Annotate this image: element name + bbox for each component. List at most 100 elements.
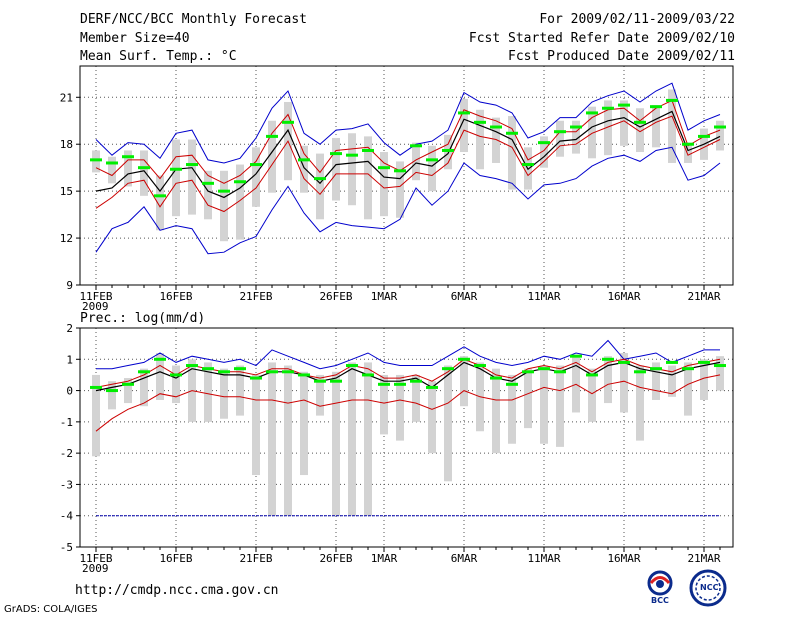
temperature-median-marker <box>570 125 582 129</box>
temperature-box <box>220 170 228 242</box>
precipitation-box <box>316 374 324 416</box>
temperature-median-marker <box>314 177 326 181</box>
temperature-box <box>492 117 500 163</box>
temperature-median-marker <box>458 111 470 115</box>
temperature-xtick-label: 11MAR <box>527 290 560 303</box>
temperature-xtick-label: 1MAR <box>371 290 398 303</box>
precipitation-median-marker <box>554 370 566 374</box>
precipitation-median-marker <box>234 367 246 371</box>
temperature-median-marker <box>490 125 502 129</box>
temperature-xtick-label: 6MAR <box>451 290 478 303</box>
variable-label: Mean Surf. Temp.: °C <box>80 49 237 64</box>
temperature-median-marker <box>522 163 534 167</box>
chart-title: DERF/NCC/BCC Monthly Forecast <box>80 12 307 27</box>
temperature-mean-plus-sd-line <box>95 99 721 184</box>
bcc-logo-text: BCC <box>651 596 669 605</box>
precipitation-box <box>636 365 644 441</box>
precipitation-box <box>524 368 532 429</box>
temperature-box <box>300 145 308 193</box>
precipitation-xtick-label: 26FEB <box>319 552 352 565</box>
temperature-xtick-label: 21MAR <box>687 290 720 303</box>
precipitation-median-marker <box>490 376 502 380</box>
precipitation-median-marker <box>474 364 486 368</box>
temperature-box <box>716 120 724 151</box>
temperature-box <box>508 116 516 190</box>
temperature-median-marker <box>330 152 342 156</box>
temperature-box <box>316 153 324 220</box>
temperature-mean-line <box>95 110 721 199</box>
temperature-ytick-label: 15 <box>60 185 73 198</box>
precipitation-max-line <box>96 339 720 370</box>
precipitation-median-marker <box>202 367 214 371</box>
temperature-median-marker <box>394 169 406 173</box>
precipitation-median-marker <box>106 389 118 393</box>
temperature-median-marker <box>122 155 134 159</box>
precipitation-box <box>220 368 228 419</box>
temperature-xtick-label: 16MAR <box>607 290 640 303</box>
precipitation-median-marker <box>346 364 358 368</box>
source-url[interactable]: http://cmdp.ncc.cma.gov.cn <box>75 583 279 598</box>
temperature-frame <box>79 65 734 286</box>
precipitation-xtick-label: 11FEB <box>79 552 112 565</box>
temperature-median-marker <box>154 194 166 198</box>
precipitation-box <box>428 381 436 454</box>
precipitation-median-marker <box>314 379 326 383</box>
precipitation-box <box>412 374 420 422</box>
member-size: Member Size=40 <box>80 31 190 46</box>
temperature-median-marker <box>218 189 230 193</box>
temperature-median-marker <box>266 134 278 138</box>
temperature-box <box>124 150 132 187</box>
temperature-median-marker <box>554 130 566 134</box>
precipitation-box <box>156 353 164 400</box>
temperature-box <box>572 120 580 154</box>
precipitation-box <box>716 356 724 391</box>
precipitation-box <box>652 362 660 400</box>
temperature-mean-minus-sd-line <box>95 115 721 213</box>
temperature-box <box>540 136 548 168</box>
precipitation-box <box>300 371 308 476</box>
temperature-median-marker <box>618 103 630 107</box>
precipitation-ytick-label: 2 <box>66 322 73 335</box>
temperature-median-marker <box>106 161 118 165</box>
temperature-year-label: 2009 <box>82 300 109 313</box>
temperature-xtick-label: 21FEB <box>239 290 272 303</box>
temperature-median-marker <box>90 158 102 162</box>
temperature-box <box>652 105 660 148</box>
temperature-xtick-label: 16FEB <box>159 290 192 303</box>
precipitation-median-marker <box>282 370 294 374</box>
precipitation-box <box>604 356 612 404</box>
precipitation-box <box>492 368 500 454</box>
precipitation-box <box>540 365 548 444</box>
precipitation-box <box>700 359 708 400</box>
precipitation-xtick-label: 16MAR <box>607 552 640 565</box>
temperature-box <box>204 170 212 220</box>
precipitation-median-marker <box>570 354 582 358</box>
precipitation-year-label: 2009 <box>82 562 109 575</box>
temperature-box <box>428 145 436 192</box>
precipitation-ytick-label: 0 <box>66 385 73 398</box>
precipitation-box <box>140 368 148 407</box>
temperature-box <box>636 108 644 153</box>
temperature-box <box>364 136 372 220</box>
precipitation-box <box>348 362 356 516</box>
temperature-box <box>252 147 260 207</box>
precipitation-median-marker <box>394 382 406 386</box>
precipitation-median-marker <box>682 367 694 371</box>
precipitation-median-marker <box>410 379 422 383</box>
temperature-median-marker <box>138 166 150 170</box>
precipitation-box <box>108 381 116 410</box>
precipitation-box <box>252 374 260 476</box>
precipitation-median-marker <box>602 357 614 361</box>
temperature-median-marker <box>378 166 390 170</box>
precipitation-median-marker <box>154 357 166 361</box>
temperature-median-marker <box>250 163 262 167</box>
precipitation-box <box>172 365 180 404</box>
precipitation-xtick-label: 21MAR <box>687 552 720 565</box>
temperature-median-marker <box>298 158 310 162</box>
grads-credit: GrADS: COLA/IGES <box>4 604 98 615</box>
precipitation-box <box>588 368 596 422</box>
fcst-produced: Fcst Produced Date 2009/02/11 <box>508 49 735 64</box>
fcst-started-refer: Fcst Started Refer Date 2009/02/10 <box>468 31 735 46</box>
precipitation-box <box>380 374 388 435</box>
temperature-box <box>172 139 180 217</box>
